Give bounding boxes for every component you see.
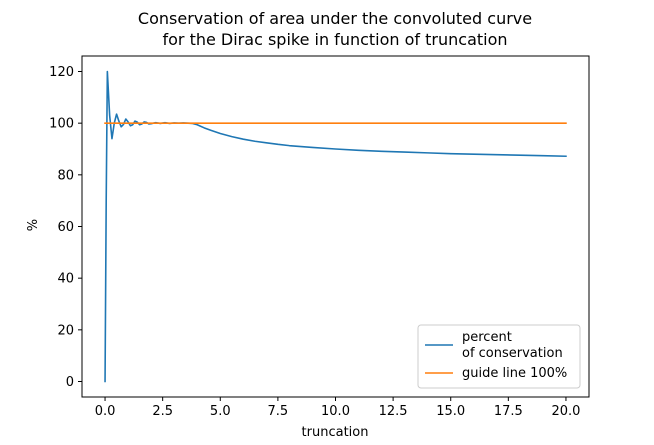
chart-title-line-2: for the Dirac spike in function of trunc… <box>162 30 507 49</box>
y-axis-label: % <box>26 219 41 231</box>
y-tick-label: 60 <box>57 220 74 235</box>
x-tick-label: 5.0 <box>210 404 231 419</box>
y-tick-label: 0 <box>66 375 74 390</box>
x-tick-label: 12.5 <box>379 404 408 419</box>
x-tick-label: 0.0 <box>95 404 116 419</box>
x-tick-label: 20.0 <box>551 404 580 419</box>
x-axis-label: truncation <box>302 425 369 440</box>
legend-label-0: percent <box>462 330 512 345</box>
legend-label-0: of conservation <box>462 346 563 361</box>
x-tick-label: 15.0 <box>436 404 465 419</box>
y-tick-label: 80 <box>57 168 74 183</box>
plot-area <box>104 70 567 383</box>
axes: 0.0 2.5 5.0 7.5 10.0 12.5 15.0 17.5 20.0 0 20 40 60 8… <box>49 55 590 419</box>
series-group <box>104 70 567 383</box>
y-tick-label: 40 <box>57 272 74 287</box>
x-tick-label: 2.5 <box>152 404 173 419</box>
y-tick-label: 20 <box>57 323 74 338</box>
y-tick-label: 120 <box>49 65 74 80</box>
chart-title-line-1: Conservation of area under the convolute… <box>138 9 532 28</box>
x-tick-label: 17.5 <box>494 404 523 419</box>
x-tick-label: 7.5 <box>268 404 289 419</box>
x-tick-label: 10.0 <box>321 404 350 419</box>
y-tick-label: 100 <box>49 117 74 132</box>
legend-label-1: guide line 100% <box>462 366 567 381</box>
legend-box <box>417 324 581 389</box>
